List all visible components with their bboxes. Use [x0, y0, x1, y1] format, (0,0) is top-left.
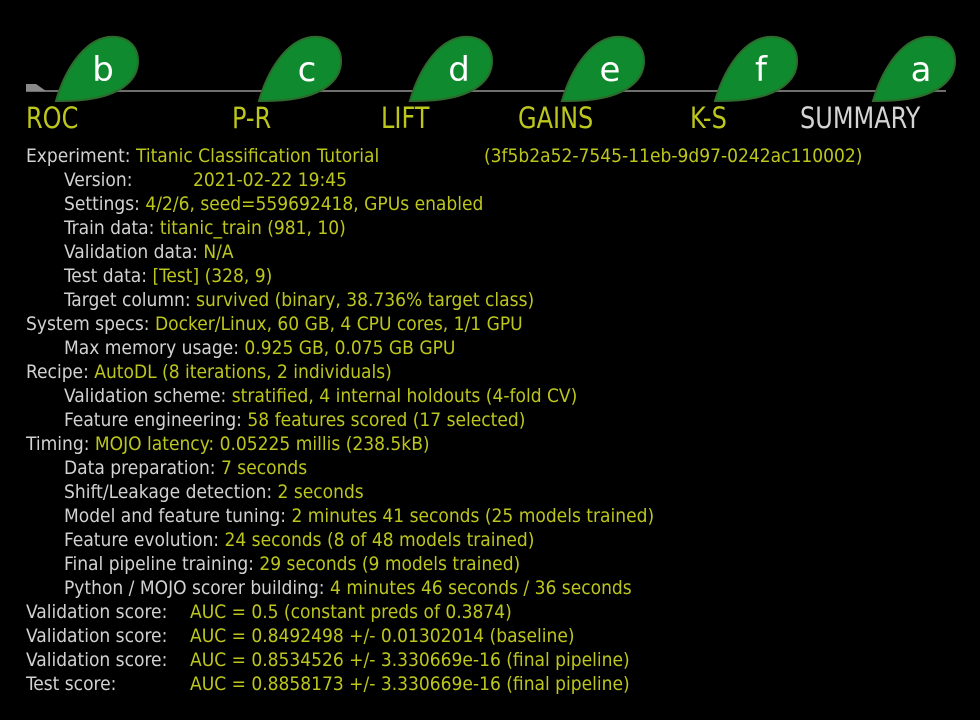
timing-value: MOJO latency: 0.05225 millis (238.5kB) — [94, 433, 430, 455]
data-preparation-label: Data preparation: — [64, 457, 216, 479]
shift-leakage-value: 2 seconds — [277, 481, 364, 503]
marker-leaf-b[interactable]: b — [54, 35, 140, 103]
version-line: Version: 2021-02-22 19:45 — [26, 168, 966, 192]
scorer-building-line: Python / MOJO scorer building: 4 minutes… — [26, 576, 966, 600]
model-tuning-label: Model and feature tuning: — [64, 505, 287, 527]
score-label: Validation score: — [26, 649, 168, 671]
experiment-name: Titanic Classification Tutorial — [135, 145, 380, 167]
feature-evolution-label: Feature evolution: — [64, 529, 220, 551]
score-label: Validation score: — [26, 625, 168, 647]
scorer-building-value: 4 minutes 46 seconds / 36 seconds — [330, 577, 632, 599]
shift-leakage-line: Shift/Leakage detection: 2 seconds — [26, 480, 966, 504]
system-specs-line: System specs: Docker/Linux, 60 GB, 4 CPU… — [26, 312, 966, 336]
target-column-line: Target column: survived (binary, 38.736%… — [26, 288, 966, 312]
validation-scheme-line: Validation scheme: stratified, 4 interna… — [26, 384, 966, 408]
score-label: Validation score: — [26, 601, 168, 623]
settings-value: 4/2/6, seed=559692418, GPUs enabled — [145, 193, 484, 215]
final-pipeline-line: Final pipeline training: 29 seconds (9 m… — [26, 552, 966, 576]
feature-engineering-label: Feature engineering: — [64, 409, 242, 431]
train-data-line: Train data: titanic_train (981, 10) — [26, 216, 966, 240]
max-memory-value: 0.925 GB, 0.075 GB GPU — [244, 337, 456, 359]
marker-leaf-c[interactable]: c — [257, 35, 343, 103]
score-value: AUC = 0.8492498 +/- 0.01302014 (baseline… — [190, 625, 575, 647]
tab-gains[interactable]: GAINS — [518, 101, 594, 135]
data-preparation-line: Data preparation: 7 seconds — [26, 456, 966, 480]
experiment-label: Experiment: — [26, 145, 131, 167]
validation-data-value: N/A — [203, 241, 234, 263]
tab-lift[interactable]: LIFT — [381, 101, 430, 135]
experiment-id: (3f5b2a52-7545-11eb-9d97-0242ac110002) — [484, 145, 863, 167]
recipe-line: Recipe: AutoDL (8 iterations, 2 individu… — [26, 360, 966, 384]
scorer-building-label: Python / MOJO scorer building: — [64, 577, 325, 599]
score-value: AUC = 0.5 (constant preds of 0.3874) — [190, 601, 512, 623]
tab-k-s[interactable]: K-S — [690, 101, 727, 135]
timing-line: Timing: MOJO latency: 0.05225 millis (23… — [26, 432, 966, 456]
timing-label: Timing: — [26, 433, 90, 455]
test-data-value: [Test] (328, 9) — [152, 265, 273, 287]
marker-letter-c: c — [298, 50, 317, 90]
tab-summary[interactable]: SUMMARY — [800, 101, 921, 135]
recipe-value: AutoDL (8 iterations, 2 individuals) — [94, 361, 392, 383]
system-specs-value: Docker/Linux, 60 GB, 4 CPU cores, 1/1 GP… — [154, 313, 523, 335]
marker-letter-b: b — [92, 50, 114, 90]
tab-p-r[interactable]: P-R — [232, 101, 272, 135]
version-label: Version: — [64, 169, 133, 191]
tab-bar: b c d e f a ROC P-R LIFT GAINS K-S SUMMA… — [0, 0, 980, 140]
score-line: Validation score: AUC = 0.5 (constant pr… — [26, 600, 966, 624]
validation-scheme-value: stratified, 4 internal holdouts (4-fold … — [231, 385, 578, 407]
tab-bar-start-notch — [26, 84, 46, 91]
score-value: AUC = 0.8858173 +/- 3.330669e-16 (final … — [190, 673, 630, 695]
test-data-line: Test data: [Test] (328, 9) — [26, 264, 966, 288]
marker-leaf-d[interactable]: d — [408, 35, 494, 103]
train-data-label: Train data: — [64, 217, 155, 239]
experiment-line: Experiment: Titanic Classification Tutor… — [26, 144, 966, 168]
final-pipeline-label: Final pipeline training: — [64, 553, 254, 575]
data-preparation-value: 7 seconds — [220, 457, 308, 479]
feature-engineering-line: Feature engineering: 58 features scored … — [26, 408, 966, 432]
feature-evolution-line: Feature evolution: 24 seconds (8 of 48 m… — [26, 528, 966, 552]
marker-letter-d: d — [448, 50, 470, 90]
train-data-value: titanic_train (981, 10) — [159, 217, 346, 239]
marker-leaf-f[interactable]: f — [713, 35, 799, 103]
settings-label: Settings: — [64, 193, 140, 215]
marker-letter-f: f — [755, 50, 768, 90]
validation-data-line: Validation data: N/A — [26, 240, 966, 264]
final-pipeline-value: 29 seconds (9 models trained) — [259, 553, 521, 575]
test-data-label: Test data: — [64, 265, 148, 287]
score-label: Test score: — [26, 673, 117, 695]
score-line: Test score: AUC = 0.8858173 +/- 3.330669… — [26, 672, 966, 696]
model-tuning-value: 2 minutes 41 seconds (25 models trained) — [291, 505, 655, 527]
settings-line: Settings: 4/2/6, seed=559692418, GPUs en… — [26, 192, 966, 216]
target-column-value: survived (binary, 38.736% target class) — [196, 289, 535, 311]
shift-leakage-label: Shift/Leakage detection: — [64, 481, 273, 503]
validation-scheme-label: Validation scheme: — [64, 385, 227, 407]
feature-evolution-value: 24 seconds (8 of 48 models trained) — [224, 529, 535, 551]
marker-letter-e: e — [600, 50, 621, 90]
score-line: Validation score: AUC = 0.8534526 +/- 3.… — [26, 648, 966, 672]
score-line: Validation score: AUC = 0.8492498 +/- 0.… — [26, 624, 966, 648]
version-value: 2021-02-22 19:45 — [193, 169, 348, 191]
tab-roc[interactable]: ROC — [26, 101, 79, 135]
system-specs-label: System specs: — [26, 313, 150, 335]
tab-bar-graphics: b c d e f a — [26, 35, 957, 103]
feature-engineering-value: 58 features scored (17 selected) — [247, 409, 526, 431]
summary-panel: Experiment: Titanic Classification Tutor… — [26, 144, 966, 696]
max-memory-line: Max memory usage: 0.925 GB, 0.075 GB GPU — [26, 336, 966, 360]
max-memory-label: Max memory usage: — [64, 337, 239, 359]
score-value: AUC = 0.8534526 +/- 3.330669e-16 (final … — [190, 649, 630, 671]
marker-leaf-e[interactable]: e — [560, 35, 646, 103]
validation-data-label: Validation data: — [64, 241, 198, 263]
marker-leaf-a[interactable]: a — [871, 35, 957, 103]
recipe-label: Recipe: — [26, 361, 89, 383]
target-column-label: Target column: — [64, 289, 191, 311]
marker-letter-a: a — [911, 50, 932, 90]
model-tuning-line: Model and feature tuning: 2 minutes 41 s… — [26, 504, 966, 528]
